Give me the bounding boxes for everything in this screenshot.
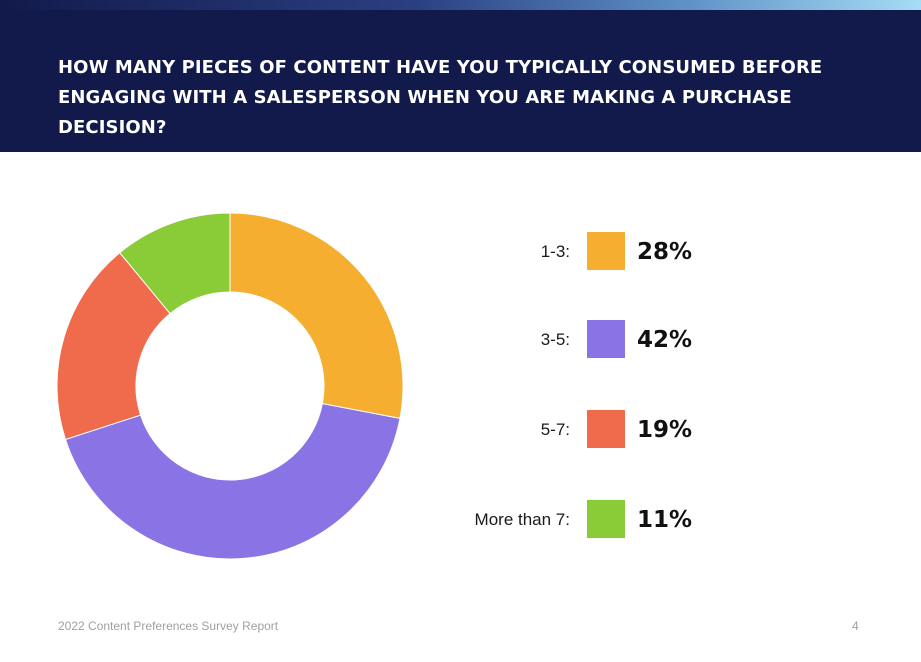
legend-label-more-than-7: More than 7:: [474, 510, 570, 529]
header-banner: HOW MANY PIECES OF CONTENT HAVE YOU TYPI…: [0, 10, 921, 152]
donut-slice-3-5: [64, 403, 401, 560]
legend-item-3-5: 3-5: 42%: [430, 320, 730, 360]
legend-label-3-5: 3-5:: [540, 330, 570, 349]
page-title-line-2: ENGAGING WITH A SALESPERSON WHEN YOU ARE…: [58, 87, 792, 138]
donut-chart: [56, 212, 404, 560]
legend-swatch-1-3: [587, 232, 625, 270]
legend-swatch-5-7: [587, 410, 625, 448]
page-title: HOW MANY PIECES OF CONTENT HAVE YOU TYPI…: [58, 53, 878, 143]
legend-value-5-7: 19%: [637, 417, 693, 443]
legend-label-1-3: 1-3:: [540, 242, 570, 261]
legend-label-5-7: 5-7:: [540, 420, 570, 439]
legend-swatch-more-than-7: [587, 500, 625, 538]
legend-item-more-than-7: More than 7: 11%: [430, 500, 730, 540]
top-gradient-bar: [0, 0, 921, 10]
legend-item-5-7: 5-7: 19%: [430, 410, 730, 450]
legend-value-more-than-7: 11%: [637, 507, 693, 533]
page-number: 4: [852, 619, 859, 633]
donut-slice-5-7: [56, 251, 171, 441]
legend-value-3-5: 42%: [637, 327, 693, 353]
donut-slice-more-than-7: [119, 212, 231, 315]
page-title-line-1: HOW MANY PIECES OF CONTENT HAVE YOU TYPI…: [58, 57, 823, 78]
legend-item-1-3: 1-3: 28%: [430, 232, 730, 272]
donut-slice-1-3: [229, 212, 404, 420]
legend-swatch-3-5: [587, 320, 625, 358]
footer-report-name: 2022 Content Preferences Survey Report: [58, 619, 279, 633]
legend-value-1-3: 28%: [637, 239, 693, 265]
